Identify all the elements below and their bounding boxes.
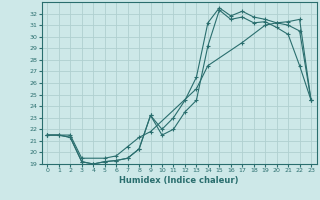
X-axis label: Humidex (Indice chaleur): Humidex (Indice chaleur): [119, 176, 239, 185]
